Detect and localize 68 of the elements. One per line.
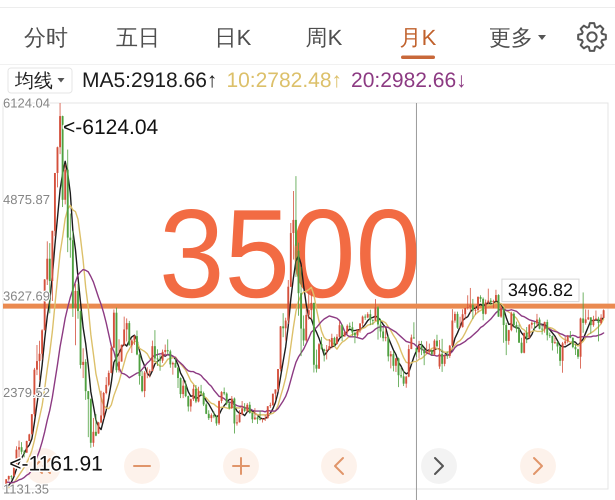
candlestick — [390, 350, 392, 369]
candlestick — [154, 330, 156, 362]
candlestick — [438, 340, 440, 370]
candlestick — [412, 322, 415, 340]
candlestick — [333, 336, 336, 348]
candlestick — [477, 296, 479, 313]
legend-title: 均线 — [14, 71, 53, 92]
candlestick — [482, 297, 484, 321]
candlestick — [182, 380, 184, 399]
candlestick — [272, 393, 274, 406]
annotation: <-6124.04 — [63, 116, 159, 139]
candlestick — [584, 308, 587, 326]
candlestick — [144, 370, 146, 398]
candlestick — [444, 354, 446, 367]
candlestick — [82, 348, 84, 378]
candlestick — [392, 350, 394, 372]
candlestick — [544, 321, 546, 334]
candlestick — [433, 338, 436, 356]
candlestick — [130, 338, 133, 354]
candlestick — [92, 418, 94, 448]
text: 周K — [306, 25, 343, 50]
candlestick — [254, 408, 256, 420]
candlestick — [198, 386, 200, 403]
candlestick — [384, 327, 387, 342]
candlestick — [418, 340, 420, 359]
candlestick — [262, 418, 264, 423]
candlestick — [559, 346, 561, 366]
text: 更多 — [489, 25, 533, 50]
candlestick — [462, 308, 464, 328]
candlestick — [469, 288, 472, 314]
candlestick — [402, 370, 405, 386]
candlestick — [498, 294, 500, 318]
candlestick — [436, 334, 438, 348]
candlestick — [600, 314, 602, 325]
ref-line-label: 3496.82 — [508, 280, 573, 300]
candlestick — [74, 283, 76, 346]
candlestick — [590, 316, 592, 334]
candlestick — [20, 442, 23, 455]
text: 日K — [214, 25, 252, 50]
candlestick — [456, 311, 458, 330]
candlestick — [598, 316, 600, 342]
candlestick — [95, 414, 97, 437]
candlestick — [216, 414, 218, 426]
candlestick — [554, 336, 556, 344]
candlestick — [523, 332, 526, 354]
candlestick — [118, 338, 120, 373]
candlestick — [195, 384, 197, 404]
text: 月K — [400, 25, 437, 50]
candlestick — [500, 306, 502, 318]
candlestick — [230, 396, 233, 410]
candlestick — [441, 338, 444, 372]
candlestick — [582, 292, 584, 334]
candlestick — [330, 333, 333, 349]
candlestick — [398, 357, 400, 388]
candlestick — [416, 347, 418, 358]
text: 五日 — [116, 25, 160, 50]
candlestick — [536, 314, 538, 327]
candlestick — [172, 361, 174, 376]
y-tick-label: 6124.04 — [3, 96, 50, 110]
text: 分时 — [24, 25, 68, 50]
candlestick — [341, 324, 344, 342]
candlestick — [395, 358, 397, 372]
candlestick — [472, 298, 474, 320]
candlestick — [551, 335, 554, 351]
y-tick-label: 1131.35 — [3, 482, 50, 496]
legend: 均线 MA5:2918.66↑ 10:2782.48↑ 20:2982.66↓ — [8, 68, 467, 94]
y-tick-label: 4875.87 — [3, 192, 50, 207]
candlestick — [323, 348, 326, 362]
